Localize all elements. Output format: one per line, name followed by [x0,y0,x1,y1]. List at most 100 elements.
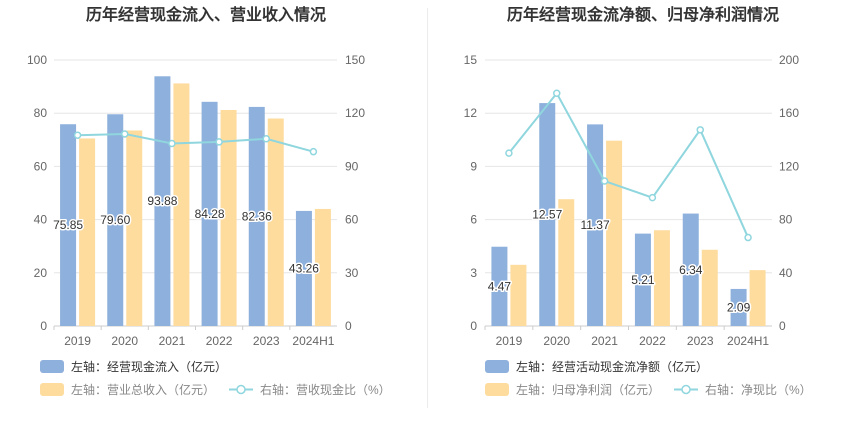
x-tick-label: 2019 [496,334,523,348]
y-right-tick-label: 0 [779,319,786,333]
bar-data-label: 93.88 [147,194,177,208]
bar-primary [201,101,218,326]
y-left-tick-label: 6 [470,213,477,227]
bar-secondary [267,118,284,327]
y-left-tick-label: 80 [34,106,48,120]
y-left-tick-label: 0 [40,319,47,333]
x-tick-label: 2020 [543,334,570,348]
legend-label-secondary[interactable]: 左轴：营业总收入（亿元） [71,382,215,397]
bar-data-label: 5.21 [631,273,655,287]
bar-primary [730,288,747,326]
x-tick-label: 2023 [253,334,280,348]
bar-data-label: 84.28 [195,207,225,221]
bar-secondary [510,264,527,326]
y-left-tick-label: 9 [470,159,477,173]
y-right-tick-label: 120 [345,106,365,120]
x-tick-label: 2020 [111,334,138,348]
x-tick-label: 2019 [64,334,91,348]
y-right-tick-label: 40 [779,266,793,280]
bar-primary [539,103,556,326]
y-left-tick-label: 3 [470,266,477,280]
x-tick-label: 2022 [206,334,233,348]
ratio-point [553,89,561,97]
ratio-line [508,91,749,238]
ratio-point [73,131,82,139]
legend-swatch-line-marker [236,384,246,395]
x-tick-label: 2024H1 [727,334,769,348]
bar-primary [248,106,265,327]
y-left-tick-label: 40 [34,213,48,227]
bar-data-label: 11.37 [581,218,610,232]
x-tick-label: 2023 [687,334,714,348]
legend-label-line[interactable]: 右轴：营收现金比（%） [260,382,391,397]
x-tick-label: 2021 [591,334,618,348]
ratio-point [215,138,223,146]
bar-primary [60,124,77,326]
y-left-tick-label: 15 [464,53,478,67]
ratio-point [696,126,704,134]
ratio-line [77,132,314,153]
bar-data-label: 82.36 [242,209,272,223]
bar-data-label: 12.57 [532,208,562,222]
bar-data-label: 43.26 [289,261,319,275]
chart-cash-inflow-revenue: 历年经营现金流入、营业收入情况 0 0 20 30 40 60 60 90 80 120 100 150… [27,5,391,397]
bar-secondary [314,208,331,326]
ratio-point [600,177,609,185]
ratio-point [309,147,318,156]
bar-secondary [653,230,670,326]
y-left-tick-label: 0 [470,319,477,333]
legend-swatch-secondary[interactable] [485,383,509,396]
legend-label-primary[interactable]: 左轴：经营现金流入（亿元） [71,359,227,374]
bar-primary [682,213,699,326]
y-right-tick-label: 200 [779,53,799,67]
ratio-point [121,130,129,138]
chart-net-cashflow-profit: 历年经营现金流净额、归母净利润情况 0 0 3 40 6 80 9 120 12 160 15 200 2… [464,5,812,397]
y-right-tick-label: 30 [345,266,359,280]
bar-data-label: 4.47 [488,279,512,293]
legend-label-secondary[interactable]: 左轴：归母净利润（亿元） [516,382,660,397]
legend-swatch-secondary[interactable] [40,383,64,396]
bar-data-label: 79.60 [100,213,130,227]
y-left-tick-label: 12 [464,106,478,120]
x-tick-label: 2022 [639,334,666,348]
y-left-tick-label: 20 [34,266,48,280]
bar-primary [154,76,171,326]
y-right-tick-label: 0 [345,319,352,333]
y-right-tick-label: 160 [779,106,799,120]
bar-secondary [749,270,766,326]
bar-secondary [606,140,623,326]
y-left-tick-label: 60 [34,159,48,173]
ratio-point [744,233,752,242]
y-right-tick-label: 80 [779,213,793,227]
y-left-tick-label: 100 [27,53,47,67]
bar-secondary [701,249,718,326]
legend-swatch-primary[interactable] [485,360,509,373]
y-right-tick-label: 150 [345,53,365,67]
legend-swatch-primary[interactable] [40,360,64,373]
bar-secondary [220,110,237,327]
bar-secondary [558,199,575,326]
legend-label-line[interactable]: 右轴：净现比（%） [705,382,812,397]
bar-primary [107,114,124,326]
bar-secondary [79,138,96,326]
panel-divider [427,8,428,408]
ratio-point [505,149,513,157]
legend-label-primary[interactable]: 左轴：经营活动现金流净额（亿元） [516,359,708,374]
legend-swatch-line-marker [681,384,691,395]
ratio-point [262,134,270,143]
bar-primary [587,124,604,326]
ratio-point [648,193,657,202]
y-right-tick-label: 90 [345,159,359,173]
bar-data-label: 2.09 [727,300,751,314]
y-right-tick-label: 60 [345,213,359,227]
x-tick-label: 2024H1 [292,334,334,348]
bar-data-label: 6.34 [679,263,703,277]
x-tick-label: 2021 [159,334,186,348]
bar-primary [491,246,508,326]
bar-primary [634,233,651,326]
bar-data-label: 75.85 [53,218,83,232]
bar-primary [295,210,312,326]
bar-secondary [126,130,143,326]
ratio-point [168,139,176,148]
